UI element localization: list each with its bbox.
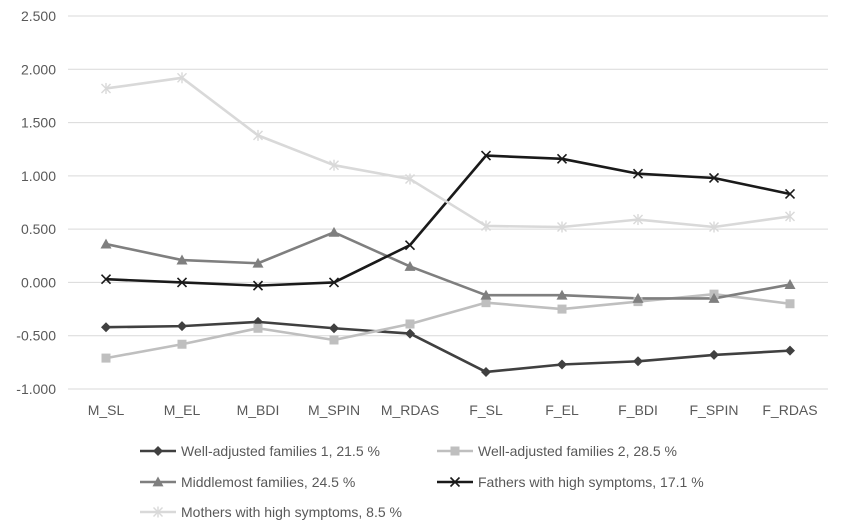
series-1-point xyxy=(177,321,187,332)
x-axis-tick-labels: M_SL M_EL M_BDI M_SPIN M_RDAS F_SL F_EL F_BDI F_… xyxy=(88,402,818,418)
x-tick-label: M_SPIN xyxy=(308,402,360,418)
y-axis-tick-labels: -1.000 -0.500 0.000 0.500 1.000 1.500 2.000 2.5… xyxy=(16,8,56,397)
series-1-point xyxy=(709,349,719,360)
series-1-point xyxy=(481,366,491,377)
series-5-point xyxy=(405,173,415,185)
legend-item: Mothers with high symptoms, 8.5 % xyxy=(140,504,402,520)
y-tick-label: 0.000 xyxy=(21,274,56,290)
legend-item: Well-adjusted families 2, 28.5 % xyxy=(437,443,677,459)
x-tick-label: F_SPIN xyxy=(689,402,738,418)
series-4-point xyxy=(176,277,188,288)
series-1-point xyxy=(557,359,567,370)
legend-label: Well-adjusted families 2, 28.5 % xyxy=(478,443,677,459)
series-3-point xyxy=(480,289,492,300)
series-4-point xyxy=(708,172,720,184)
y-tick-label: 2.000 xyxy=(21,61,56,77)
series-1-point xyxy=(785,345,795,356)
legend-swatch-marker xyxy=(152,476,164,487)
series-4-point xyxy=(404,240,416,251)
series-3-point xyxy=(176,254,188,265)
series-1-point xyxy=(101,322,111,333)
series-3-point xyxy=(784,279,796,289)
legend-swatch-marker xyxy=(153,446,163,456)
series-3-point xyxy=(632,292,644,303)
x-tick-label: M_SL xyxy=(88,402,125,418)
legend-label: Well-adjusted families 1, 21.5 % xyxy=(181,443,380,459)
series-4-point xyxy=(784,188,796,200)
legend-label: Middlemost families, 24.5 % xyxy=(181,474,355,490)
y-tick-label: 0.500 xyxy=(21,221,56,237)
legend-label: Mothers with high symptoms, 8.5 % xyxy=(181,504,402,520)
series-line-5 xyxy=(105,76,791,229)
series-1-point xyxy=(405,328,415,339)
series-line-4 xyxy=(105,154,791,287)
series-4-point xyxy=(480,150,492,161)
y-tick-label: -0.500 xyxy=(16,328,56,344)
y-tick-label: -1.000 xyxy=(16,381,56,397)
legend-swatch-marker xyxy=(449,476,461,488)
legend-item: Fathers with high symptoms, 17.1 % xyxy=(437,474,704,490)
series-line-2 xyxy=(105,292,791,360)
legend-item: Middlemost families, 24.5 % xyxy=(140,474,355,490)
series-2-point xyxy=(785,299,795,309)
x-tick-label: F_BDI xyxy=(618,402,658,418)
legend-swatch-marker xyxy=(450,446,460,456)
series-5-point xyxy=(329,159,339,171)
series-3-point xyxy=(556,289,568,300)
series-5-point xyxy=(253,129,263,141)
x-tick-label: M_EL xyxy=(164,402,201,418)
series-3-point xyxy=(100,238,112,249)
legend: Well-adjusted families 1, 21.5 % Well-adj… xyxy=(140,443,704,520)
y-tick-label: 1.000 xyxy=(21,168,56,184)
series-5-point xyxy=(101,82,111,94)
x-tick-label: M_RDAS xyxy=(381,402,439,418)
series-5-point xyxy=(557,221,567,233)
series-line-1 xyxy=(105,320,791,374)
series-2-point xyxy=(557,304,567,314)
series-2-point xyxy=(481,298,491,308)
series-2-point xyxy=(253,323,263,333)
series-2-point xyxy=(101,353,111,363)
series-4-point xyxy=(556,153,568,164)
x-tick-label: F_RDAS xyxy=(762,402,817,418)
series-5-point xyxy=(785,210,795,222)
series-4-point xyxy=(328,277,340,288)
series-4-point xyxy=(252,280,264,291)
series-3-point xyxy=(708,292,720,303)
series-4-point xyxy=(632,168,644,179)
series-1-point xyxy=(633,356,643,367)
series-5-point xyxy=(481,220,491,232)
x-tick-label: M_BDI xyxy=(237,402,280,418)
series-3-point xyxy=(328,226,340,237)
series-line-3 xyxy=(105,231,791,300)
x-tick-label: F_SL xyxy=(469,402,503,418)
series-5-point xyxy=(177,72,187,84)
y-tick-label: 1.500 xyxy=(21,115,56,131)
series-lines xyxy=(105,76,791,374)
series-2-point xyxy=(405,319,415,329)
series-1-point xyxy=(329,323,339,334)
series-2-point xyxy=(329,335,339,345)
series-4-point xyxy=(100,274,112,285)
series-3-point xyxy=(404,260,416,271)
series-5-point xyxy=(709,221,719,233)
series-2-point xyxy=(177,339,187,349)
series-markers xyxy=(100,72,796,377)
series-3-point xyxy=(252,257,264,268)
legend-item: Well-adjusted families 1, 21.5 % xyxy=(140,443,380,459)
legend-swatch-marker xyxy=(153,506,163,518)
y-tick-label: 2.500 xyxy=(21,8,56,24)
legend-label: Fathers with high symptoms, 17.1 % xyxy=(478,474,704,490)
series-5-point xyxy=(633,214,643,226)
x-tick-label: F_EL xyxy=(545,402,579,418)
